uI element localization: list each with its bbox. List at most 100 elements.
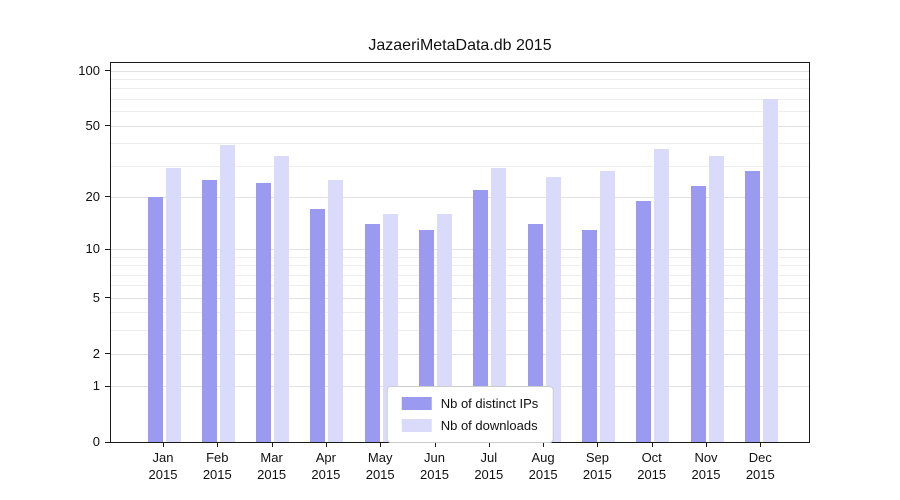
- minor-gridline: [111, 330, 809, 332]
- bar-nb-of-downloads: [382, 214, 398, 442]
- x-tick-mark: [380, 443, 382, 447]
- bar-nb-of-distinct-ips: [473, 189, 489, 442]
- x-tick-year: 2015: [311, 467, 341, 482]
- x-tick-year: 2015: [202, 467, 232, 482]
- major-gridline: [111, 125, 809, 127]
- minor-gridline: [111, 88, 809, 90]
- bar-nb-of-distinct-ips: [256, 182, 272, 442]
- bar-nb-of-downloads: [274, 155, 290, 442]
- major-gridline: [111, 297, 809, 299]
- bar-nb-of-distinct-ips: [744, 171, 760, 442]
- minor-gridline: [111, 265, 809, 267]
- legend-swatch-downloads: [401, 419, 432, 432]
- x-tick-mark: [760, 443, 762, 447]
- x-tick-label: Apr 2015: [294, 449, 358, 483]
- bar-nb-of-distinct-ips: [147, 197, 163, 442]
- bar-nb-of-distinct-ips: [310, 209, 326, 442]
- x-tick-year: 2015: [745, 467, 775, 482]
- y-tick-label: 100: [78, 62, 100, 78]
- minor-gridline: [111, 285, 809, 287]
- y-tick-mark: [105, 125, 110, 127]
- bar-nb-of-distinct-ips: [201, 179, 217, 442]
- y-tick-mark: [105, 70, 110, 72]
- x-tick-year: 2015: [528, 467, 558, 482]
- minor-gridline: [111, 143, 809, 145]
- x-tick-mark: [217, 443, 219, 447]
- y-tick-label: 1: [92, 378, 100, 394]
- x-tick-label: Aug 2015: [511, 449, 575, 483]
- major-gridline: [111, 353, 809, 355]
- y-tick-label: 5: [92, 289, 100, 305]
- x-tick-year: 2015: [582, 467, 612, 482]
- major-gridline: [111, 196, 809, 198]
- x-tick-year: 2015: [474, 467, 504, 482]
- legend-label-downloads: Nb of downloads: [440, 418, 538, 433]
- legend-label-distinct-ips: Nb of distinct IPs: [440, 396, 539, 411]
- minor-gridline: [111, 165, 809, 167]
- y-tick-mark: [105, 196, 110, 198]
- x-tick-label: Nov 2015: [674, 449, 738, 483]
- y-tick-label: 2: [92, 345, 100, 361]
- bar-nb-of-distinct-ips: [581, 229, 597, 442]
- bar-nb-of-downloads: [219, 145, 235, 442]
- y-tick-mark: [105, 385, 110, 387]
- x-tick-mark: [597, 443, 599, 447]
- x-tick-mark: [706, 443, 707, 447]
- legend: Nb of distinct IPs Nb of downloads: [386, 386, 554, 443]
- x-tick-mark: [271, 443, 273, 447]
- bar-nb-of-distinct-ips: [636, 200, 652, 442]
- x-tick-mark: [163, 443, 164, 447]
- minor-gridline: [111, 256, 809, 258]
- y-tick-label: 0: [92, 434, 100, 449]
- minor-gridline: [111, 98, 809, 100]
- y-tick-label: 10: [85, 241, 100, 257]
- x-tick-year: 2015: [365, 467, 395, 482]
- bar-nb-of-downloads: [708, 155, 724, 442]
- bar-nb-of-downloads: [545, 176, 561, 442]
- legend-item-distinct-ips: Nb of distinct IPs: [401, 396, 539, 411]
- legend-swatch-distinct-ips: [401, 397, 432, 410]
- x-tick-year: 2015: [148, 467, 178, 482]
- x-tick-mark: [325, 443, 327, 447]
- y-tick-mark: [105, 297, 110, 299]
- x-tick-year: 2015: [420, 467, 449, 482]
- y-tick-label: 20: [85, 188, 100, 204]
- x-tick-mark: [434, 443, 436, 447]
- x-tick-mark: [488, 443, 490, 447]
- major-gridline: [111, 70, 809, 72]
- x-tick-year: 2015: [257, 467, 287, 482]
- bar-nb-of-downloads: [328, 179, 344, 442]
- y-tick-label: 50: [85, 117, 100, 133]
- minor-gridline: [111, 78, 809, 80]
- x-tick-mark: [651, 443, 653, 447]
- major-gridline: [111, 249, 809, 251]
- chart-title: JazaeriMetaData.db 2015: [368, 37, 552, 54]
- y-tick-mark: [105, 353, 110, 355]
- y-tick-mark: [105, 441, 110, 443]
- x-tick-label: Jun 2015: [403, 449, 467, 483]
- bar-nb-of-downloads: [654, 149, 670, 442]
- minor-gridline: [111, 312, 809, 314]
- x-tick-label: Dec 2015: [728, 449, 792, 483]
- minor-gridline: [111, 274, 809, 276]
- x-tick-year: 2015: [637, 467, 667, 482]
- bar-nb-of-downloads: [762, 98, 778, 442]
- x-tick-mark: [543, 443, 545, 447]
- bar-nb-of-downloads: [599, 171, 615, 442]
- x-tick-label: Jan 2015: [131, 449, 195, 483]
- bar-nb-of-downloads: [437, 214, 452, 442]
- x-tick-label: Mar 2015: [240, 449, 304, 483]
- x-tick-label: Sep 2015: [565, 449, 629, 483]
- x-tick-label: May 2015: [348, 449, 412, 483]
- bar-nb-of-distinct-ips: [364, 224, 380, 442]
- legend-item-downloads: Nb of downloads: [401, 418, 539, 433]
- x-tick-label: Jul 2015: [457, 449, 521, 483]
- x-tick-year: 2015: [691, 467, 721, 482]
- bar-nb-of-downloads: [165, 168, 181, 442]
- bar-nb-of-distinct-ips: [690, 186, 706, 442]
- minor-gridline: [111, 111, 809, 113]
- y-tick-mark: [105, 248, 110, 250]
- bar-nb-of-downloads: [491, 168, 507, 442]
- x-tick-label: Oct 2015: [620, 449, 684, 483]
